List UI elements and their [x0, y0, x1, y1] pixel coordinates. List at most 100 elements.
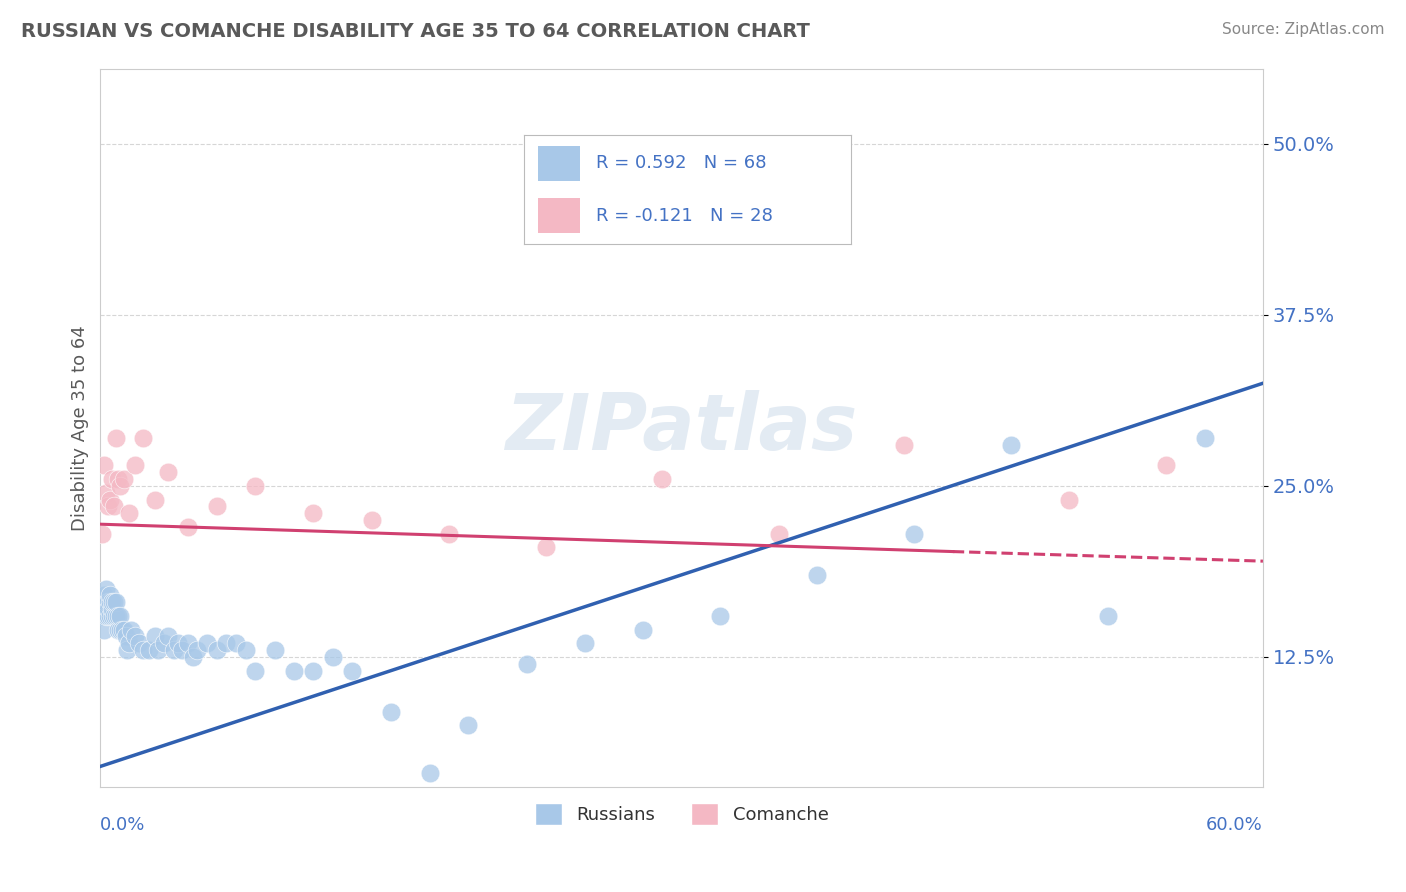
Point	[120, 623, 142, 637]
Point	[124, 629, 146, 643]
Point	[111, 623, 134, 637]
Point	[91, 608, 114, 623]
Point	[157, 465, 180, 479]
Point	[108, 608, 131, 623]
Point	[186, 643, 208, 657]
Point	[163, 643, 186, 657]
Point	[245, 664, 267, 678]
Point	[107, 623, 129, 637]
Point	[101, 472, 124, 486]
Point	[176, 636, 198, 650]
Point	[709, 608, 731, 623]
Point	[153, 636, 176, 650]
Point	[107, 472, 129, 486]
Point	[157, 629, 180, 643]
Point	[118, 506, 141, 520]
Point	[342, 664, 364, 678]
Point	[96, 582, 118, 596]
Point	[101, 608, 124, 623]
Point	[91, 526, 114, 541]
Point	[534, 541, 557, 555]
Point	[806, 567, 828, 582]
Point	[302, 506, 325, 520]
Point	[263, 643, 285, 657]
Point	[97, 602, 120, 616]
Point	[574, 636, 596, 650]
Point	[132, 643, 155, 657]
Point	[97, 500, 120, 514]
Text: 0.0%: 0.0%	[100, 815, 146, 834]
Point	[457, 718, 479, 732]
Point	[437, 526, 460, 541]
Point	[97, 608, 120, 623]
Point	[1154, 458, 1177, 473]
Point	[1097, 608, 1119, 623]
Point	[93, 623, 115, 637]
Point	[166, 636, 188, 650]
Text: Source: ZipAtlas.com: Source: ZipAtlas.com	[1222, 22, 1385, 37]
Point	[101, 602, 124, 616]
Point	[516, 657, 538, 671]
Point	[245, 479, 267, 493]
Point	[138, 643, 160, 657]
Point	[108, 623, 131, 637]
Point	[1000, 438, 1022, 452]
Point	[98, 608, 121, 623]
Point	[176, 520, 198, 534]
Point	[302, 664, 325, 678]
Point	[183, 649, 205, 664]
Point	[124, 458, 146, 473]
Point	[143, 629, 166, 643]
Point	[97, 595, 120, 609]
Point	[170, 643, 193, 657]
Point	[91, 595, 114, 609]
Point	[128, 636, 150, 650]
Point	[103, 500, 125, 514]
Point	[903, 526, 925, 541]
Text: 60.0%: 60.0%	[1206, 815, 1263, 834]
Point	[380, 705, 402, 719]
Point	[768, 526, 790, 541]
Point	[117, 643, 139, 657]
Text: R = 0.592   N = 68: R = 0.592 N = 68	[596, 154, 766, 172]
Text: R = -0.121   N = 28: R = -0.121 N = 28	[596, 207, 773, 225]
Point	[360, 513, 382, 527]
Point	[114, 629, 136, 643]
Point	[1057, 492, 1080, 507]
Point	[104, 431, 127, 445]
Point	[98, 492, 121, 507]
Bar	[537, 198, 581, 234]
Point	[96, 608, 118, 623]
Point	[143, 492, 166, 507]
Point	[112, 623, 135, 637]
Y-axis label: Disability Age 35 to 64: Disability Age 35 to 64	[72, 325, 89, 531]
Point	[101, 595, 124, 609]
Point	[132, 431, 155, 445]
Text: RUSSIAN VS COMANCHE DISABILITY AGE 35 TO 64 CORRELATION CHART: RUSSIAN VS COMANCHE DISABILITY AGE 35 TO…	[21, 22, 810, 41]
Point	[322, 649, 344, 664]
Point	[104, 595, 127, 609]
Legend: Russians, Comanche: Russians, Comanche	[527, 796, 835, 831]
Point	[205, 500, 228, 514]
Point	[215, 636, 238, 650]
Point	[98, 595, 121, 609]
Point	[195, 636, 218, 650]
Point	[93, 588, 115, 602]
Point	[235, 643, 257, 657]
Point	[118, 636, 141, 650]
Point	[107, 608, 129, 623]
Point	[93, 602, 115, 616]
Point	[93, 458, 115, 473]
Point	[112, 472, 135, 486]
Point	[148, 643, 170, 657]
Point	[651, 472, 673, 486]
Point	[225, 636, 247, 650]
Point	[893, 438, 915, 452]
Point	[108, 479, 131, 493]
Point	[103, 595, 125, 609]
Point	[104, 608, 127, 623]
Point	[103, 608, 125, 623]
Point	[419, 766, 441, 780]
Point	[205, 643, 228, 657]
Point	[96, 595, 118, 609]
